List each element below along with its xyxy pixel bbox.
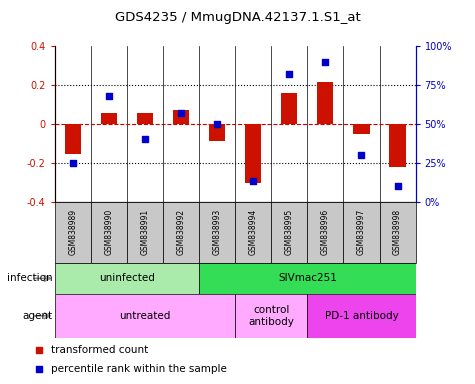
- Bar: [91, 202, 127, 263]
- Bar: [173, 110, 189, 124]
- Text: GSM838991: GSM838991: [141, 209, 149, 255]
- Text: percentile rank within the sample: percentile rank within the sample: [51, 364, 228, 374]
- Text: GDS4235 / MmugDNA.42137.1.S1_at: GDS4235 / MmugDNA.42137.1.S1_at: [114, 11, 361, 24]
- Bar: [281, 93, 297, 124]
- Text: GSM838994: GSM838994: [249, 209, 257, 255]
- Bar: [199, 202, 235, 263]
- Point: [285, 71, 293, 77]
- Point: [35, 366, 43, 372]
- Text: GSM838995: GSM838995: [285, 209, 294, 255]
- Bar: [65, 124, 81, 154]
- Bar: [307, 202, 343, 263]
- Text: GSM838997: GSM838997: [357, 209, 366, 255]
- Bar: [235, 202, 271, 263]
- Bar: [245, 124, 261, 183]
- Point: [69, 160, 76, 166]
- Point: [394, 183, 401, 189]
- Text: control
antibody: control antibody: [248, 305, 294, 327]
- Bar: [353, 124, 370, 134]
- Text: transformed count: transformed count: [51, 345, 149, 356]
- Text: GSM838992: GSM838992: [177, 209, 185, 255]
- Bar: [271, 202, 307, 263]
- Point: [141, 136, 149, 142]
- Bar: [127, 202, 163, 263]
- Bar: [307, 294, 416, 338]
- Text: GSM838990: GSM838990: [104, 209, 113, 255]
- Bar: [209, 124, 225, 141]
- Bar: [163, 202, 199, 263]
- Bar: [101, 113, 117, 124]
- Text: PD-1 antibody: PD-1 antibody: [324, 311, 399, 321]
- Point: [35, 347, 43, 353]
- Text: untreated: untreated: [119, 311, 171, 321]
- Text: infection: infection: [7, 273, 52, 283]
- Text: GSM838996: GSM838996: [321, 209, 330, 255]
- Bar: [137, 113, 153, 124]
- Point: [177, 110, 185, 116]
- Point: [213, 121, 221, 127]
- Bar: [317, 82, 333, 124]
- Bar: [55, 294, 235, 338]
- Text: uninfected: uninfected: [99, 273, 155, 283]
- Point: [249, 178, 257, 184]
- Text: GSM838993: GSM838993: [213, 209, 221, 255]
- Point: [105, 93, 113, 99]
- Bar: [343, 202, 380, 263]
- Text: agent: agent: [22, 311, 52, 321]
- Bar: [199, 263, 416, 294]
- Bar: [55, 263, 199, 294]
- Point: [322, 58, 329, 65]
- Point: [358, 152, 365, 158]
- Bar: [380, 202, 416, 263]
- Bar: [235, 294, 307, 338]
- Text: GSM838998: GSM838998: [393, 209, 402, 255]
- Text: GSM838989: GSM838989: [68, 209, 77, 255]
- Bar: [55, 202, 91, 263]
- Text: SIVmac251: SIVmac251: [278, 273, 337, 283]
- Bar: [390, 124, 406, 167]
